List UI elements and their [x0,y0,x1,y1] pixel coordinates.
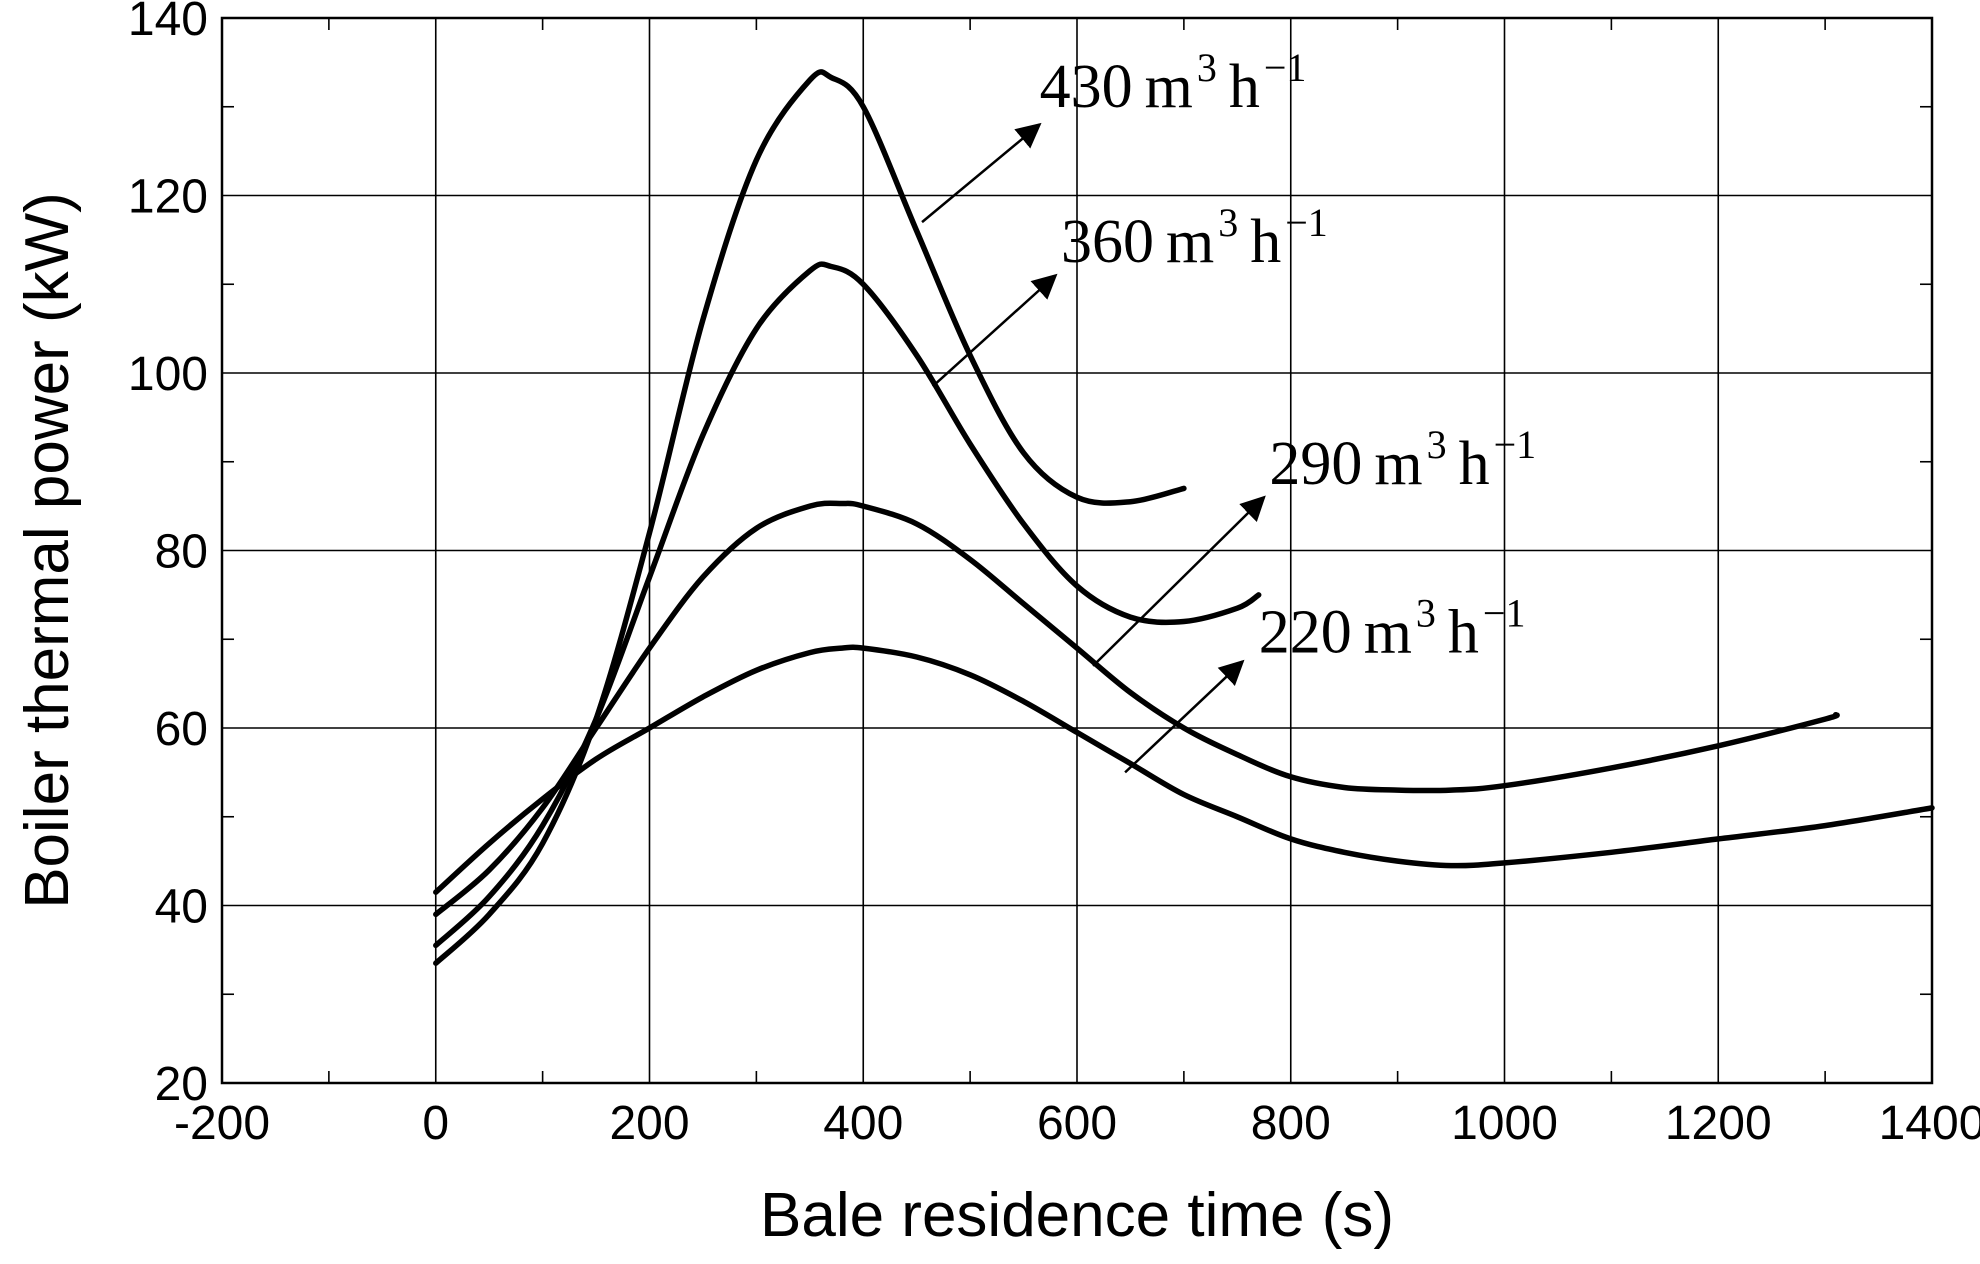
x-tick-label: 1000 [1451,1097,1558,1150]
annotation-arrow [1124,659,1245,774]
x-tick-label: 400 [823,1097,903,1150]
series-line [433,500,1840,918]
label-superscript: 3 [1218,200,1238,245]
x-tick-label: 1400 [1879,1097,1980,1150]
label-superscript: 3 [1427,422,1447,467]
series-line [433,69,1187,966]
ticks: -200 0 200 400 600 800 1000 1200 1400 20 40 60 80 100… [128,0,1980,1150]
series-line [433,261,1262,949]
label-text: h [1229,53,1260,121]
label-superscript: −1 [1494,422,1537,467]
annotation-arrow [921,122,1042,224]
y-tick-label: 100 [128,348,208,401]
label-text: h [1459,430,1490,498]
label-superscript: −1 [1264,45,1307,90]
y-axis-title: Boiler thermal power (kW) [13,192,82,909]
label-text: h [1250,208,1281,276]
label-text: 290 [1269,430,1362,498]
x-tick-label: 800 [1251,1097,1331,1150]
label-superscript: −1 [1483,591,1526,636]
series-label: 360 m 3 h −1 [1061,200,1328,276]
annotation-arrow [931,273,1058,388]
series-lines [433,69,1935,966]
annotation-arrow [1092,495,1266,667]
label-text: 430 [1040,53,1133,121]
y-tick-label: 140 [128,0,208,46]
y-tick-label: 120 [128,171,208,224]
y-tick-label: 60 [155,703,208,756]
series-label: 290 m 3 h −1 [1269,422,1536,498]
grid [222,18,1932,1083]
series-label: 430 m 3 h −1 [1040,45,1307,121]
label-text: 360 [1061,208,1154,276]
y-tick-label: 20 [155,1058,208,1111]
x-tick-label: 0 [422,1097,449,1150]
series-label: 220 m 3 h −1 [1259,591,1526,667]
y-tick-label: 40 [155,881,208,934]
label-text: h [1448,599,1479,667]
label-text: m [1166,208,1214,276]
x-tick-label: -200 [174,1097,270,1150]
label-superscript: 3 [1197,45,1217,90]
x-tick-label: 200 [609,1097,689,1150]
x-axis-title: Bale residence time (s) [760,1181,1394,1250]
label-text: m [1364,599,1412,667]
y-tick-label: 80 [155,526,208,579]
label-text: m [1374,430,1422,498]
label-text: 220 [1259,599,1352,667]
plot-frame [220,16,1934,1085]
label-text: m [1145,53,1193,121]
label-superscript: −1 [1285,200,1328,245]
label-superscript: 3 [1416,591,1436,636]
x-tick-label: 600 [1037,1097,1117,1150]
series-line [433,644,1935,895]
x-tick-label: 1200 [1665,1097,1772,1150]
